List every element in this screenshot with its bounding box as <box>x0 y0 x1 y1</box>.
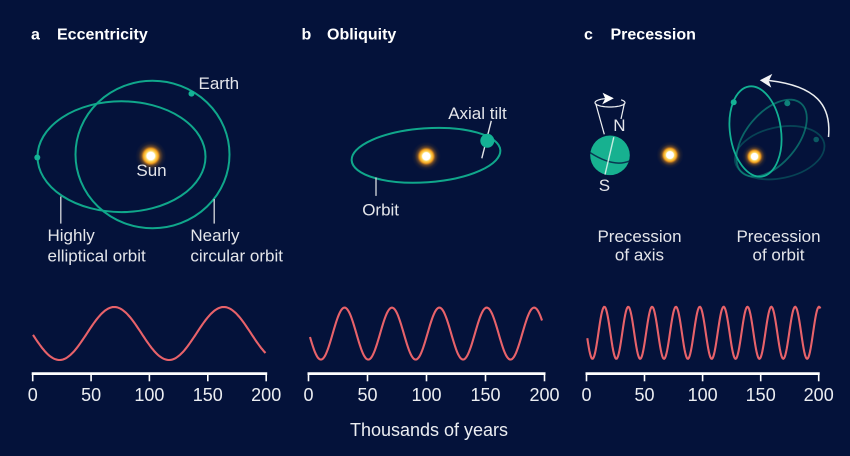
svg-text:Obliquity: Obliquity <box>327 27 396 44</box>
svg-text:0: 0 <box>303 385 313 405</box>
svg-text:elliptical orbit: elliptical orbit <box>48 246 147 265</box>
svg-text:150: 150 <box>470 385 500 405</box>
svg-text:50: 50 <box>357 385 377 405</box>
svg-text:100: 100 <box>134 385 164 405</box>
svg-text:Eccentricity: Eccentricity <box>57 27 148 44</box>
svg-text:c: c <box>584 27 593 44</box>
svg-text:circular orbit: circular orbit <box>190 246 283 265</box>
svg-text:Precession: Precession <box>611 27 696 44</box>
svg-text:100: 100 <box>411 385 441 405</box>
svg-text:Thousands of years: Thousands of years <box>350 420 508 440</box>
svg-text:Precession: Precession <box>736 227 820 246</box>
svg-text:of axis: of axis <box>615 246 664 265</box>
svg-text:a: a <box>31 27 40 44</box>
svg-text:Orbit: Orbit <box>362 201 399 220</box>
svg-text:50: 50 <box>81 385 101 405</box>
svg-text:S: S <box>599 176 610 195</box>
svg-text:Highly: Highly <box>48 226 96 245</box>
svg-text:50: 50 <box>634 385 654 405</box>
svg-text:150: 150 <box>746 385 776 405</box>
svg-text:200: 200 <box>804 385 834 405</box>
svg-text:of orbit: of orbit <box>753 246 805 265</box>
svg-text:0: 0 <box>581 385 591 405</box>
svg-text:100: 100 <box>688 385 718 405</box>
svg-text:200: 200 <box>529 385 559 405</box>
svg-text:b: b <box>302 27 312 44</box>
svg-text:Nearly: Nearly <box>190 226 240 245</box>
svg-text:0: 0 <box>28 385 38 405</box>
svg-text:Sun: Sun <box>136 161 166 180</box>
svg-text:Precession: Precession <box>597 227 681 246</box>
svg-text:Earth: Earth <box>199 74 240 93</box>
svg-text:200: 200 <box>251 385 281 405</box>
svg-text:Axial tilt: Axial tilt <box>448 104 507 123</box>
svg-text:150: 150 <box>193 385 223 405</box>
svg-text:N: N <box>613 116 625 135</box>
